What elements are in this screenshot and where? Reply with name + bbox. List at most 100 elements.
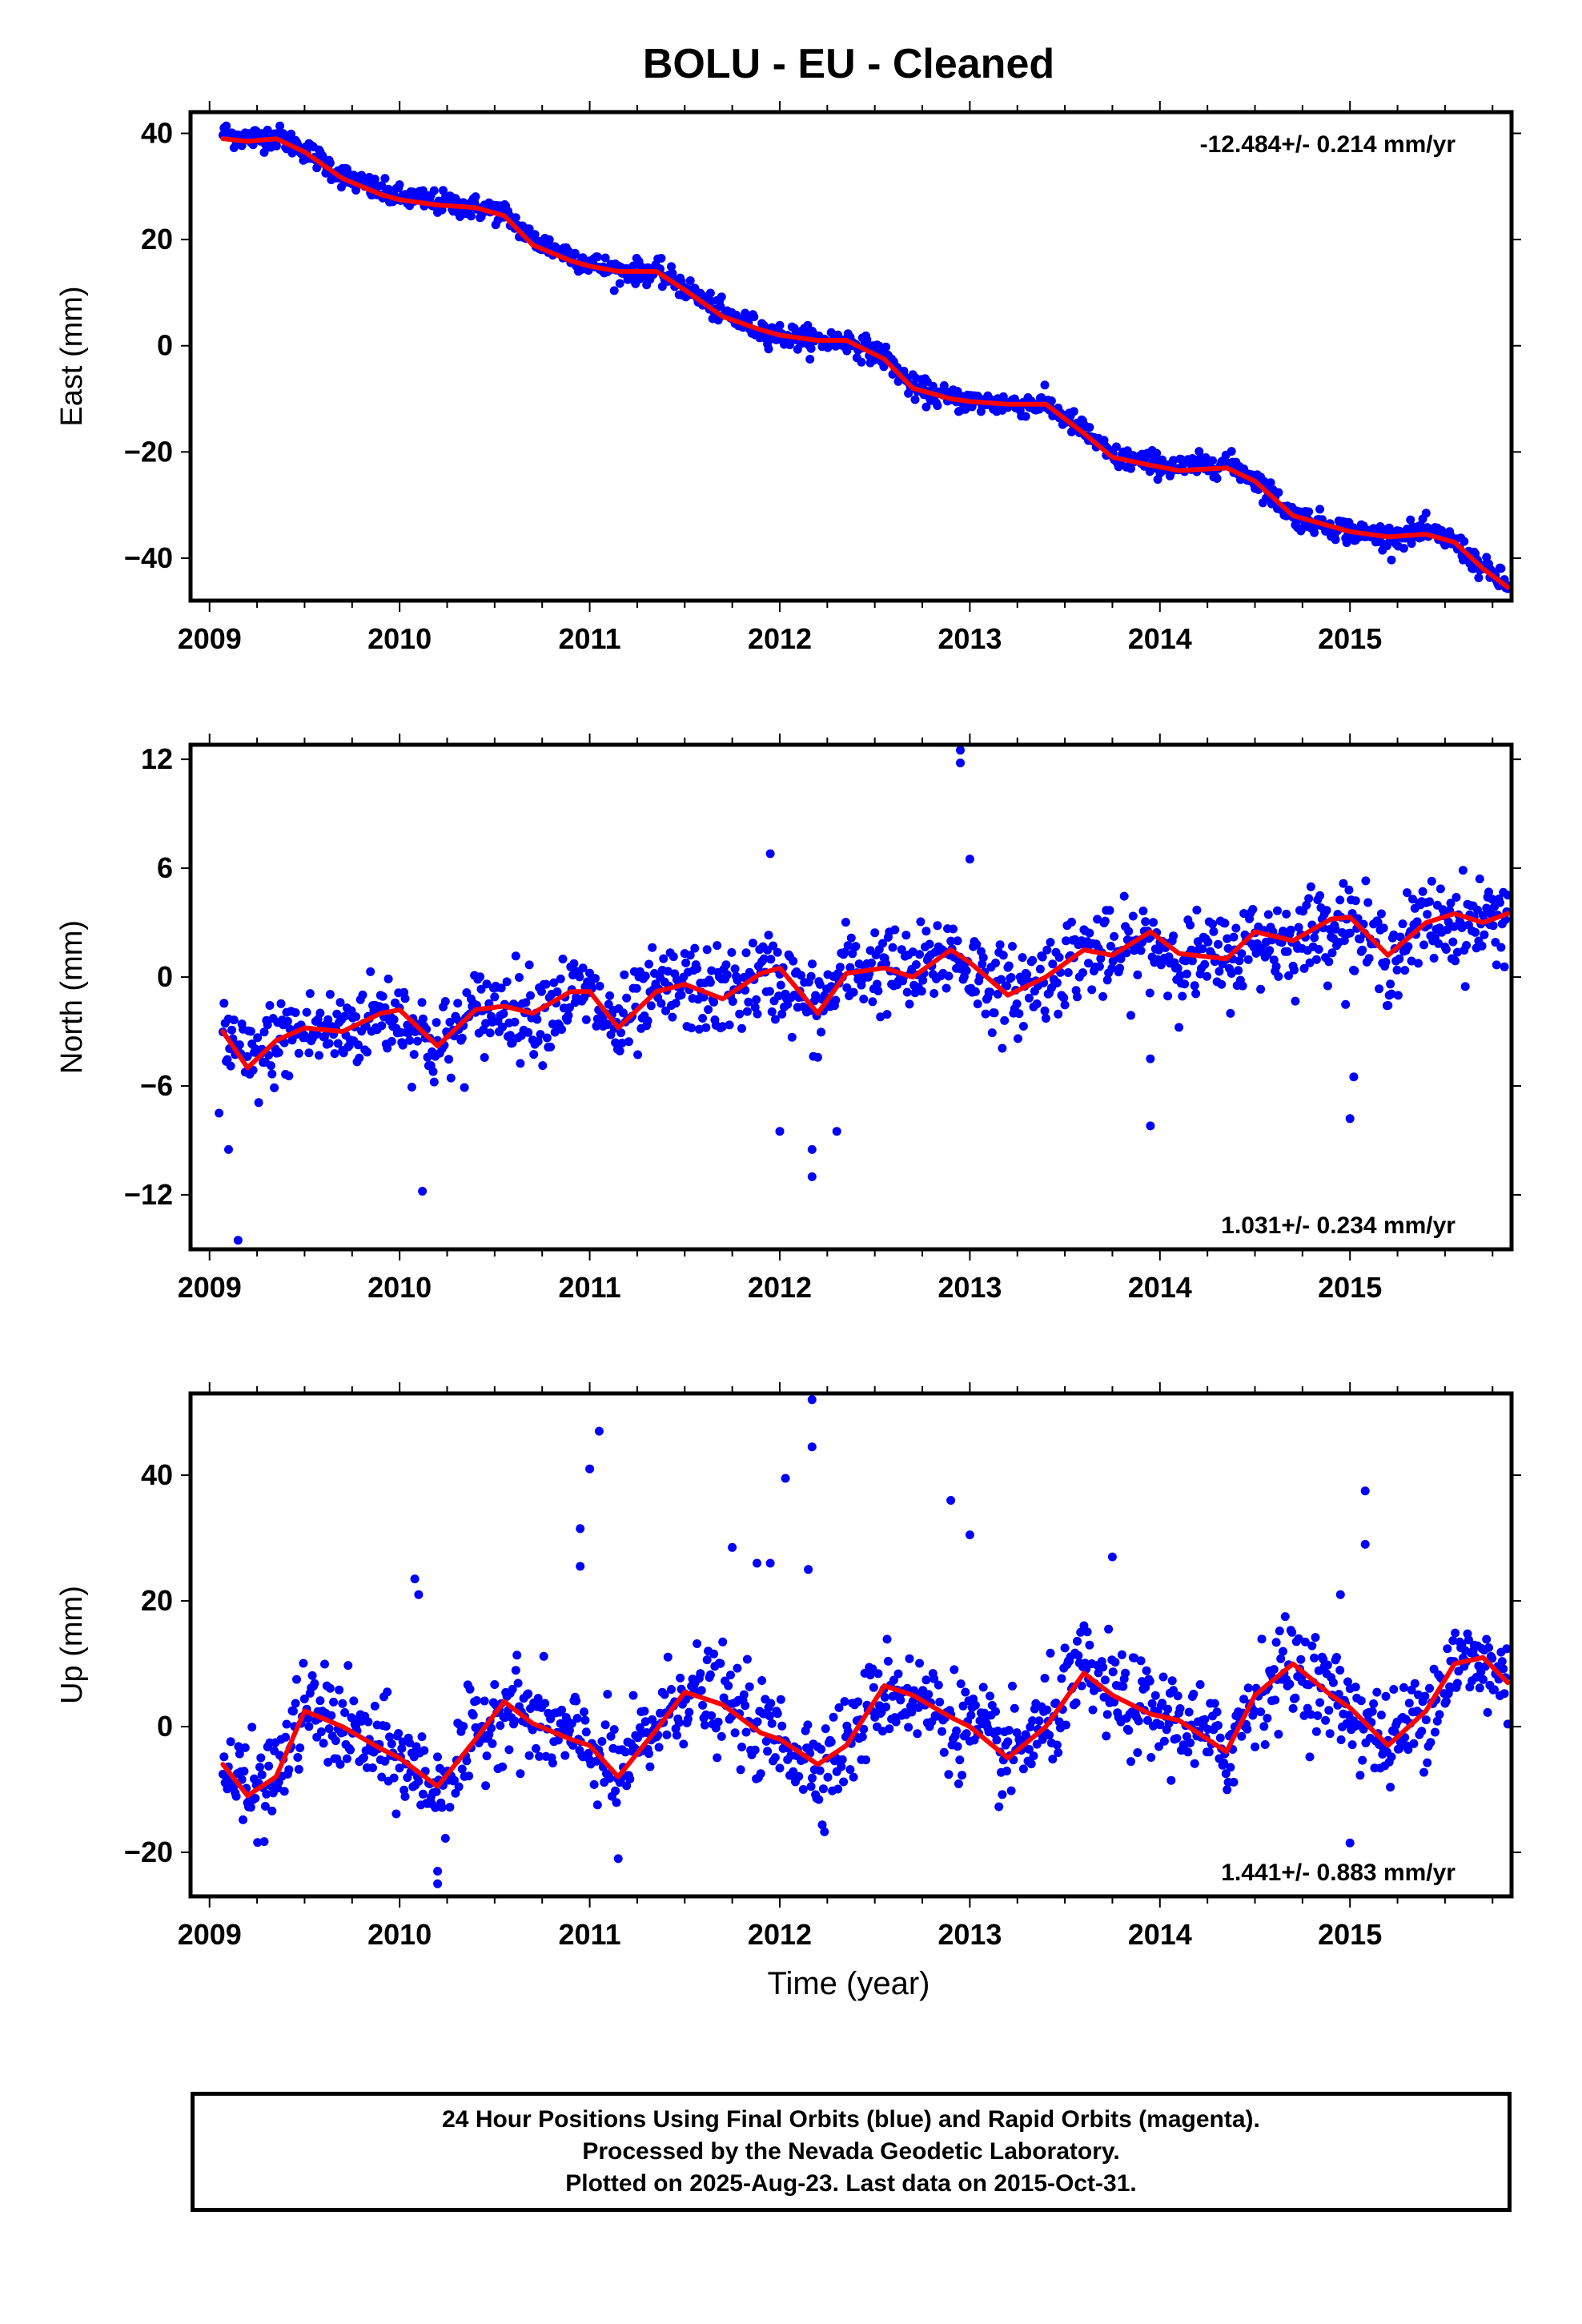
north-point — [1229, 932, 1239, 942]
north-point — [263, 1020, 272, 1030]
north-point — [644, 959, 653, 969]
up-point — [808, 1773, 817, 1783]
north-point — [643, 1016, 652, 1026]
up-point — [581, 1727, 591, 1737]
up-point — [359, 1753, 368, 1763]
up-point — [1221, 1769, 1231, 1779]
up-point — [939, 1747, 949, 1757]
north-point — [917, 987, 926, 996]
north-point — [267, 1069, 277, 1079]
up-point — [679, 1739, 689, 1749]
north-point — [524, 960, 534, 970]
up-point — [320, 1659, 329, 1669]
north-point — [741, 948, 751, 958]
north-point — [564, 1011, 573, 1020]
north-point — [1480, 930, 1489, 939]
up-point — [605, 1774, 615, 1783]
up-point — [299, 1659, 308, 1668]
north-point — [681, 958, 691, 967]
up-point — [742, 1655, 752, 1664]
up-point — [883, 1656, 893, 1666]
up-point — [1141, 1683, 1150, 1692]
up-point — [1026, 1759, 1036, 1769]
up-point — [642, 1728, 652, 1737]
east-x-tick-label: 2015 — [1318, 622, 1382, 655]
up-point — [1342, 1719, 1351, 1728]
up-point — [1249, 1706, 1259, 1715]
up-point — [219, 1752, 229, 1762]
north-point — [1290, 965, 1299, 975]
up-x-tick-label: 2009 — [178, 1918, 242, 1951]
east-point — [1331, 535, 1340, 545]
north-point — [616, 1028, 626, 1038]
east-point — [998, 392, 1008, 401]
north-point — [412, 1036, 422, 1046]
up-point — [696, 1669, 705, 1679]
north-point — [970, 987, 980, 996]
up-point — [674, 1718, 684, 1727]
north-point — [266, 1061, 275, 1071]
north-point — [997, 975, 1006, 984]
east-y-tick-label: 40 — [141, 117, 173, 150]
north-point — [1187, 956, 1197, 966]
north-point — [444, 1055, 453, 1064]
north-point — [409, 1050, 419, 1059]
north-point — [633, 1050, 643, 1059]
up-point — [259, 1837, 269, 1847]
up-point — [1085, 1640, 1094, 1650]
up-point — [1256, 1707, 1266, 1717]
north-point — [1345, 1114, 1355, 1124]
north-point — [1310, 933, 1319, 943]
east-point — [530, 230, 540, 239]
up-point — [1107, 1552, 1117, 1562]
up-point — [1426, 1738, 1435, 1747]
north-point — [532, 1015, 542, 1024]
north-point — [1273, 906, 1282, 915]
up-point — [1133, 1748, 1142, 1757]
up-x-tick-label: 2011 — [559, 1918, 621, 1951]
up-point — [1121, 1668, 1130, 1678]
north-point — [841, 918, 850, 927]
north-point — [227, 1025, 236, 1035]
east-point — [764, 344, 773, 354]
north-point — [1271, 962, 1281, 971]
up-point — [820, 1827, 829, 1836]
north-point — [558, 955, 568, 963]
up-point — [572, 1696, 581, 1706]
north-point — [1062, 936, 1070, 946]
up-point — [1355, 1771, 1365, 1780]
north-point — [1138, 907, 1148, 915]
north-point — [1256, 984, 1266, 994]
up-point — [1324, 1706, 1334, 1715]
east-point — [471, 192, 480, 202]
north-point — [1462, 941, 1472, 950]
north-point — [294, 1048, 303, 1058]
north-point — [1163, 991, 1173, 1001]
up-point — [1040, 1674, 1050, 1683]
east-point — [842, 346, 852, 356]
up-point — [323, 1758, 333, 1767]
north-point — [1458, 866, 1468, 875]
north-point — [698, 1014, 708, 1023]
up-point — [1279, 1647, 1287, 1656]
up-point — [299, 1695, 309, 1703]
east-y-axis: −40 −20 0 20 40 — [124, 117, 1521, 574]
north-point — [1105, 906, 1114, 915]
up-point — [750, 1745, 760, 1755]
up-point — [1291, 1693, 1300, 1703]
up-point — [672, 1731, 681, 1740]
north-point — [1403, 888, 1411, 898]
up-point — [839, 1777, 849, 1787]
north-point — [911, 960, 921, 969]
up-point — [433, 1867, 443, 1876]
north-point — [1496, 898, 1504, 907]
north-point — [274, 1047, 283, 1057]
up-point — [1003, 1737, 1013, 1747]
up-point — [511, 1666, 520, 1675]
north-point — [1434, 939, 1443, 948]
north-point — [552, 987, 562, 996]
north-point — [713, 941, 722, 951]
up-point — [487, 1723, 496, 1733]
up-point — [235, 1749, 244, 1759]
up-point — [465, 1684, 475, 1694]
